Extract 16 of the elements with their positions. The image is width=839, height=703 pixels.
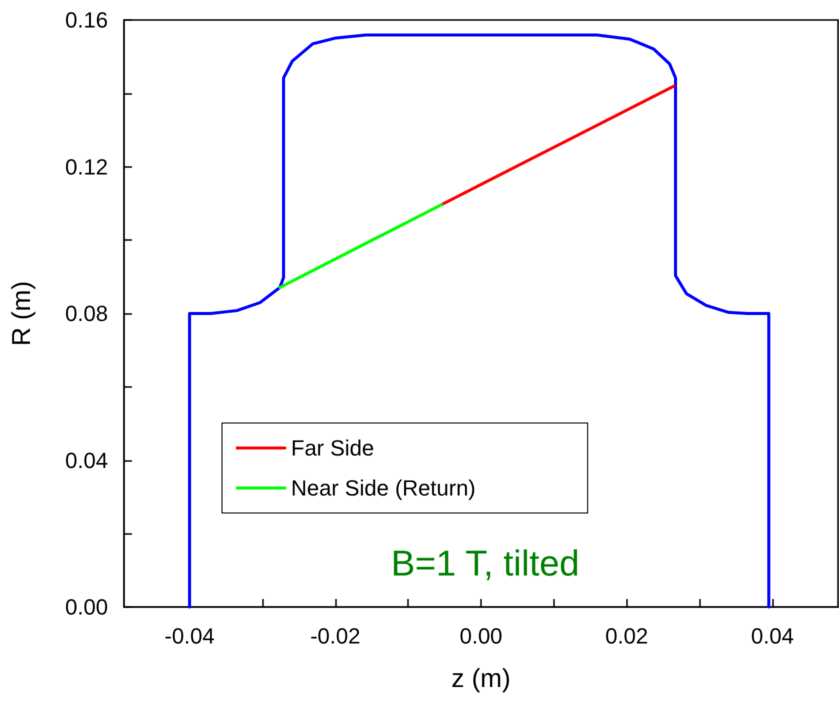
y-tick-label: 0.12 bbox=[65, 154, 108, 180]
x-tick-label: 0.00 bbox=[460, 624, 502, 648]
y-tick-label: 0.08 bbox=[65, 301, 108, 326]
x-tick-label: 0.02 bbox=[605, 624, 648, 648]
y-tick-label: 0.00 bbox=[65, 594, 108, 620]
y-tick-label: 0.16 bbox=[65, 8, 108, 32]
line-series bbox=[188, 34, 770, 608]
x-tick-label: -0.04 bbox=[164, 624, 215, 648]
legend-label: Near Side (Return) bbox=[291, 476, 476, 500]
x-axis-title: z (m) bbox=[451, 663, 511, 693]
legend-label: Far Side bbox=[291, 436, 374, 460]
y-tick-label: 0.04 bbox=[65, 448, 108, 473]
annotation: B=1 T, tilted bbox=[391, 542, 580, 584]
y-axis-title: R (m) bbox=[6, 281, 36, 346]
x-tick-label: 0.04 bbox=[751, 624, 794, 648]
x-tick-label: -0.02 bbox=[310, 624, 360, 648]
